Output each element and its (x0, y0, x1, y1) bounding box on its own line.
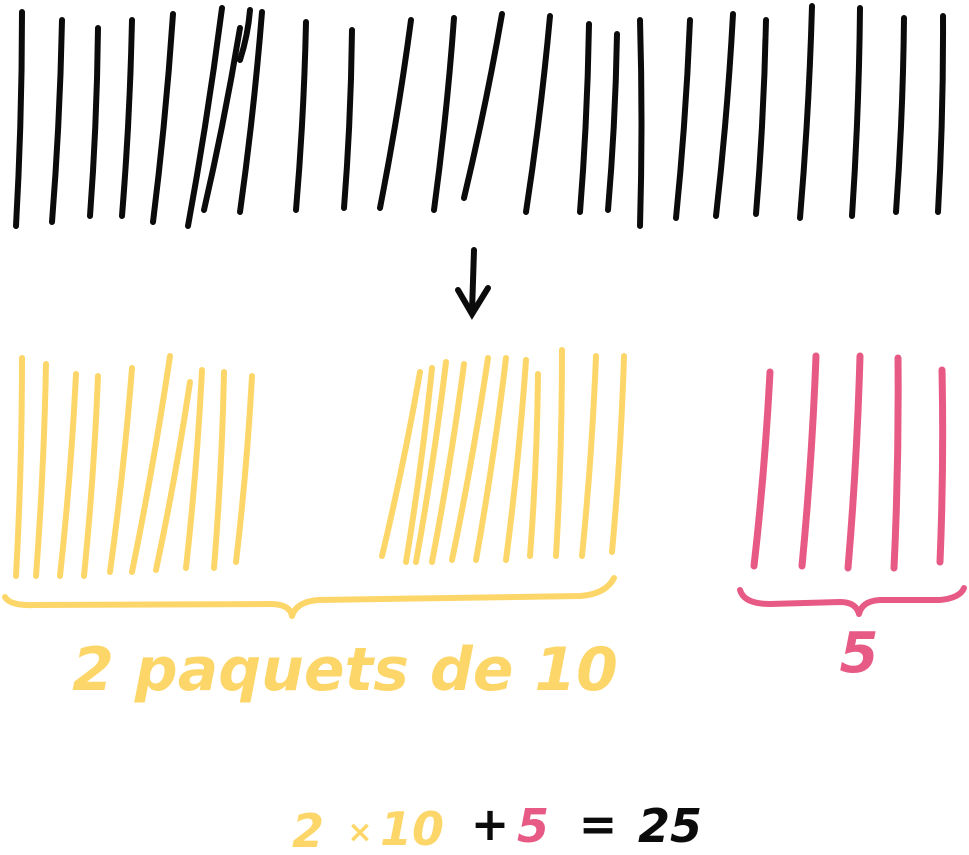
tens-stick (183, 367, 205, 571)
tens-packet-1 (13, 353, 255, 579)
tens-stick (473, 355, 509, 563)
black-stick (341, 27, 355, 211)
ungrouped-sticks (13, 3, 947, 229)
tens-stick (13, 355, 25, 579)
tens-stick (403, 365, 435, 565)
tens-stick (81, 373, 101, 579)
equation-equals: = (579, 797, 618, 851)
black-stick (893, 15, 907, 215)
equation-plus: + (471, 797, 510, 851)
black-stick (753, 17, 769, 217)
black-stick (461, 11, 505, 201)
black-stick (605, 31, 620, 213)
tens-stick (211, 369, 227, 571)
black-stick (523, 13, 553, 215)
tens-stick (379, 369, 423, 559)
black-stick (849, 5, 863, 219)
units-label: 5 (840, 621, 879, 686)
black-stick (237, 9, 265, 215)
tens-stick (233, 373, 255, 565)
black-stick (637, 17, 645, 229)
equation-term-5: 5 (517, 799, 549, 853)
tens-stick (579, 353, 599, 559)
units-stick (750, 368, 774, 570)
black-stick (201, 25, 243, 213)
tens-stick (609, 353, 627, 555)
black-stick (935, 13, 947, 215)
tens-stick (553, 347, 565, 559)
equation-term-10: 10 (380, 802, 444, 855)
black-stick (150, 11, 176, 225)
black-stick (293, 19, 309, 213)
tens-stick (107, 365, 135, 575)
equation-result: 25 (638, 799, 702, 853)
units-stick (890, 354, 902, 572)
black-stick (49, 17, 65, 225)
equation-term-2: 2 (292, 804, 324, 855)
black-stick (797, 3, 815, 221)
equation: 2 × 10 + 5 = 25 (292, 797, 702, 855)
tens-stick (527, 371, 541, 559)
black-stick (377, 17, 414, 211)
black-stick (119, 17, 135, 219)
tens-packet-2 (379, 347, 627, 565)
units-brace (737, 585, 967, 617)
tens-stick (153, 379, 193, 573)
tens-stick (129, 353, 173, 575)
black-stick (431, 15, 457, 213)
black-stick (237, 7, 253, 63)
black-stick (87, 25, 101, 219)
tens-stick (413, 359, 449, 565)
units-sticks (750, 352, 947, 572)
units-stick (936, 366, 947, 566)
tens-label: 2 paquets de 10 (72, 635, 618, 705)
black-stick (713, 11, 736, 219)
tens-stick (57, 371, 79, 579)
tens-stick (503, 357, 529, 563)
units-stick (844, 352, 864, 572)
down-arrow-icon (455, 247, 491, 320)
equation-times: × (347, 815, 372, 850)
black-stick (673, 17, 693, 221)
tens-stick (429, 361, 467, 565)
black-stick (185, 5, 225, 229)
tens-stick (449, 355, 491, 563)
tens-stick (33, 361, 49, 579)
black-stick (577, 21, 592, 215)
tens-brace (2, 575, 617, 619)
units-stick (798, 352, 820, 570)
black-stick (13, 9, 25, 229)
